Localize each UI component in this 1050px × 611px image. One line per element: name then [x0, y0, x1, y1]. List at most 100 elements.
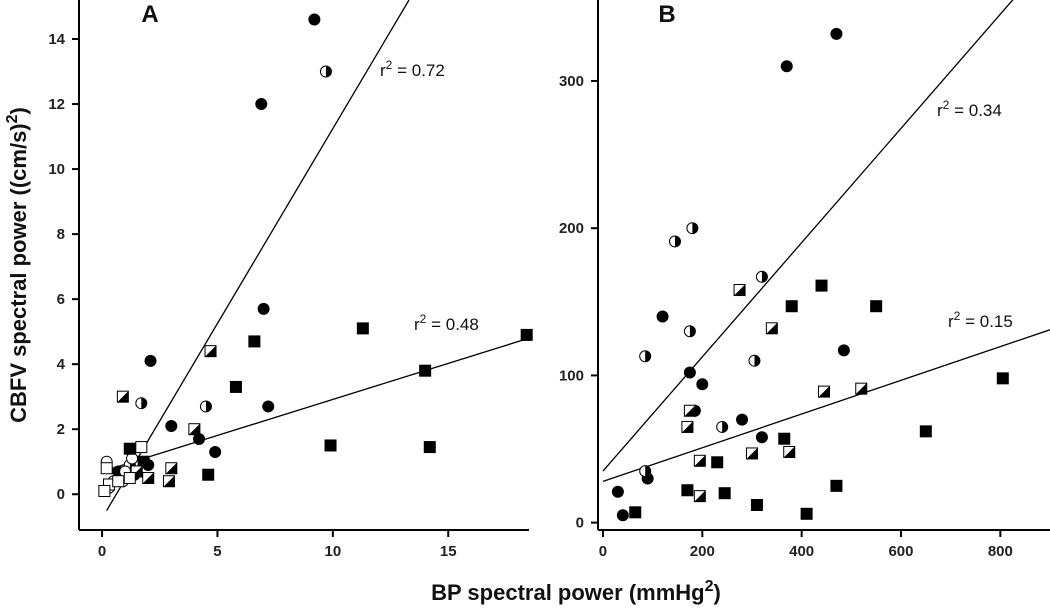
panel-a-point-filled-square: [419, 364, 432, 377]
panel-a-x-tick-label: 15: [440, 543, 457, 560]
panel-b-x-tick-label: 200: [690, 543, 715, 560]
panel-a-point-filled-square: [356, 322, 369, 335]
panel-b-point-filled-square: [785, 300, 798, 313]
panel-b-point-filled-square: [681, 484, 694, 497]
panel-a-point-half-square: [116, 390, 129, 403]
panel-a-label: A: [141, 1, 158, 28]
panel-a-y-tick-label: 4: [57, 356, 66, 373]
panel-a-point-filled-circle: [209, 445, 222, 458]
panel-a-point-open-square: [112, 475, 125, 488]
panel-a-point-filled-square: [248, 335, 261, 348]
panel-a-point-half-square: [142, 471, 155, 484]
panel-b-point-filled-square: [750, 498, 763, 511]
panel-b-point-filled-circle: [683, 366, 696, 379]
panel-a-point-half-square: [204, 345, 217, 358]
panel-a-fit-lines: [101, 0, 529, 511]
panel-b-y-tick-label: 0: [576, 515, 584, 532]
panel-a-fit-line-2: [101, 337, 529, 473]
panel-a-point-filled-square: [137, 455, 150, 468]
panel-a-point-filled-circle: [257, 302, 270, 315]
panel-a-point-half-square: [163, 475, 175, 488]
panel-a-point-filled-square: [202, 468, 215, 481]
panel-a-point-filled-square: [520, 328, 533, 341]
panel-b-point-half-square: [693, 490, 706, 503]
panel-a-y-tick-label: 14: [48, 31, 65, 48]
panel-a-y-tick-label: 0: [57, 486, 65, 503]
panel-b-point-filled-square: [718, 487, 731, 500]
panel-b-point-filled-circle: [780, 60, 793, 73]
panel-b-point-half-circle: [639, 465, 652, 478]
panel-a-annotation-2: r2 = 0.48: [414, 312, 479, 334]
panel-b-y-tick-label: 100: [559, 367, 584, 384]
panel-b-annotation-1: r2 = 0.34: [937, 98, 1002, 120]
panel-a-point-open-square: [98, 484, 111, 497]
panel-a-point-filled-circle: [262, 400, 275, 413]
panel-b-point-half-circle: [683, 325, 696, 338]
x-axis-title: BP spectral power (mmHg2): [431, 578, 721, 605]
panel-b-point-half-square: [783, 445, 796, 458]
panel-a-point-filled-square: [123, 442, 136, 455]
panel-b-y-tick-label: 300: [559, 73, 584, 90]
panel-b-point-filled-square: [800, 507, 813, 520]
panel-b-point-half-square: [683, 404, 696, 417]
panel-a-point-filled-circle: [165, 419, 178, 432]
panel-a-point-filled-circle: [308, 13, 321, 26]
panel-a-point-half-circle: [319, 65, 332, 78]
panel-b-x-tick-label: 800: [988, 543, 1013, 560]
panel-a-point-open-square: [100, 462, 113, 475]
panel-b-fit-line-2: [602, 329, 1050, 483]
panel-b-point-half-square: [681, 420, 694, 433]
panel-b-point-filled-square: [778, 432, 791, 445]
panel-b-ticks: 0 200 400 600 800 0 100 200 300: [559, 73, 1013, 560]
panel-a-point-open-square: [123, 471, 136, 484]
panel-b-point-half-square: [765, 322, 778, 335]
panel-a-fit-line-1: [106, 0, 410, 511]
panel-b-point-filled-circle: [696, 378, 709, 391]
panel-b-point-half-circle: [668, 235, 681, 248]
panel-b-annotation-2: r2 = 0.15: [948, 309, 1013, 331]
panel-b-fit-line-1: [602, 0, 1014, 472]
panel-a-ticks: 0 5 10 15 0 2 4 6 8 10 12 14: [48, 31, 456, 560]
panel-b-point-filled-circle: [755, 431, 768, 444]
panel-b-point-filled-square: [996, 372, 1009, 385]
panel-a-points: [98, 13, 533, 497]
panel-a-point-half-square: [165, 462, 178, 475]
panel-a-y-tick-label: 8: [57, 226, 65, 243]
panel-a-y-tick-label: 2: [57, 421, 65, 438]
panel-b-point-half-circle: [755, 270, 768, 283]
panel-b-points: [611, 27, 1009, 522]
panel-a-y-tick-label: 6: [57, 291, 65, 308]
panel-b-point-half-circle: [748, 354, 761, 367]
panel-a-y-tick-label: 10: [48, 161, 65, 178]
panel-b-point-half-square: [818, 385, 830, 398]
panel-b-point-half-square: [693, 454, 706, 467]
panel-b-point-filled-circle: [611, 485, 624, 498]
panel-b-fit-lines: [602, 0, 1050, 483]
panel-a-x-tick-label: 0: [98, 543, 106, 560]
panel-b-y-tick-label: 200: [559, 220, 584, 237]
panel-a-point-half-circle: [199, 400, 212, 413]
panel-a-x-tick-label: 5: [213, 543, 221, 560]
panel-a-x-tick-label: 10: [325, 543, 342, 560]
panel-b-point-filled-circle: [616, 509, 629, 522]
panel-b-point-filled-circle: [830, 27, 843, 40]
panel-b-point-filled-square: [830, 479, 843, 492]
panel-b-point-half-square: [745, 447, 758, 460]
panel-a-point-filled-square: [324, 439, 337, 452]
panel-b-point-filled-square: [919, 425, 932, 438]
panel-b-point-filled-square: [711, 456, 724, 469]
panel-b-x-tick-label: 400: [789, 543, 814, 560]
panel-b-x-tick-label: 0: [599, 543, 607, 560]
panel-b-point-half-square: [733, 284, 746, 297]
y-axis-title: CBFV spectral power ((cm/s)2): [4, 107, 31, 423]
panel-a-point-half-square: [188, 423, 201, 436]
panel-b-point-half-square: [855, 382, 868, 395]
panel-a-point-filled-square: [229, 380, 242, 393]
panel-b-point-filled-square: [629, 506, 642, 519]
panel-a-point-open-square: [135, 441, 148, 454]
panel-b-point-filled-circle: [736, 413, 749, 426]
panel-a-point-half-circle: [135, 397, 148, 410]
panel-b-point-half-circle: [686, 222, 699, 235]
panel-b-point-half-circle: [716, 420, 729, 433]
